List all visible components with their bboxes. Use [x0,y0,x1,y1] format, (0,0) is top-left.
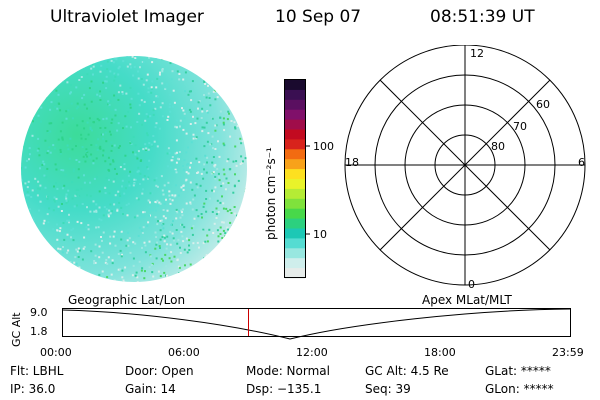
timeline-xtick-0000: 00:00 [40,346,72,359]
colorbar-band [285,198,305,210]
colorbar-band [285,268,305,279]
timeline-xtick-2359: 23:59 [552,346,584,359]
colorbar-band [285,218,305,230]
instrument-title: Ultraviolet Imager [50,7,204,27]
colorbar-band [285,159,305,170]
timeline-xtick-1800: 18:00 [424,346,456,359]
status-gain: Gain: 14 [125,382,176,396]
colorbar-band [285,228,305,239]
time-label: 08:51:39 UT [430,7,535,27]
status-seq: Seq: 39 [365,382,411,396]
polar-label-18: 18 [345,156,359,169]
colorbar-band [285,99,305,111]
colorbar-band [285,238,305,249]
polar-label-lat-70: 70 [513,120,527,133]
status-ip: IP: 36.0 [10,382,56,396]
timeline-right-label: Apex MLat/MLT [422,293,512,307]
colorbar-band [285,109,305,121]
timeline-xtick-1200: 12:00 [296,346,328,359]
status-glon: GLon: ***** [485,382,554,396]
colorbar-band [285,179,305,190]
status-door: Door: Open [125,364,194,378]
colorbar-band [285,258,305,269]
colorbar-tick-10: 10 [313,228,327,241]
colorbar-band [285,208,305,220]
status-filter: Flt: LBHL [10,364,64,378]
orbit-altitude-timeline [62,308,571,340]
polar-label-0: 0 [468,278,475,291]
colorbar-unit-label: photon cm⁻²s⁻¹ [264,147,278,240]
colorbar-band [285,169,305,180]
status-mode: Mode: Normal [246,364,330,378]
polar-label-lat-80: 80 [491,140,505,153]
polar-label-12: 12 [470,47,484,60]
mlat-mlt-polar-grid [344,45,586,286]
timeline-ytick-9: 9.0 [30,306,48,319]
colorbar-band [285,129,305,140]
colorbar-band [285,89,305,101]
colorbar-band [285,80,305,91]
colorbar-tick-100: 100 [313,140,334,153]
status-glat: GLat: ***** [485,364,551,378]
status-dsp: Dsp: −135.1 [246,382,322,396]
colorbar-band [285,149,305,160]
date-label: 10 Sep 07 [275,7,362,27]
status-gc-alt: GC Alt: 4.5 Re [365,364,449,378]
timeline-ytick-1.8: 1.8 [30,325,48,338]
uv-globe-image [21,56,247,282]
intensity-colorbar [284,79,310,279]
colorbar-band [285,188,305,200]
timeline-xtick-0600: 06:00 [168,346,200,359]
colorbar-band [285,119,305,131]
polar-label-6: 6 [578,156,585,169]
polar-label-lat-60: 60 [536,98,550,111]
timeline-left-label: Geographic Lat/Lon [68,293,186,307]
colorbar-band [285,248,305,259]
colorbar-band [285,139,305,150]
